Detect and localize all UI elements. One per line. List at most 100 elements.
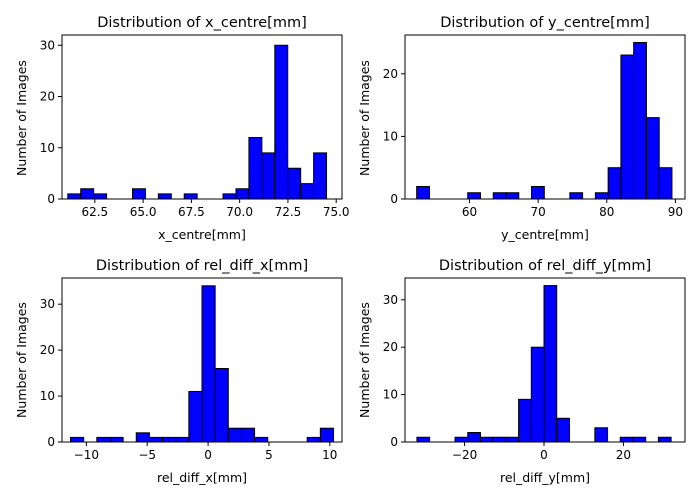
x-tick-label: 75.0 (323, 205, 350, 219)
histogram-bar (569, 192, 584, 200)
histogram-panel-y-centre: Distribution of y_centre[mm] y_centre[mm… (357, 15, 686, 242)
histogram-bar (479, 436, 494, 443)
histogram-bar (492, 436, 507, 443)
y-tick-label: 30 (40, 297, 55, 311)
x-tick-label: −5 (138, 448, 156, 462)
histogram-bar (620, 54, 635, 200)
histogram-bar (248, 137, 263, 200)
histogram-bar (222, 193, 237, 200)
histogram-bar (300, 183, 315, 200)
y-axis-label: Number of Images (357, 60, 372, 176)
histogram-bar (131, 188, 146, 200)
histogram-bar (505, 192, 520, 200)
histogram-bars (416, 285, 672, 443)
panel-title: Distribution of y_centre[mm] (440, 15, 650, 31)
y-tick-label: 20 (383, 67, 398, 81)
panel-title: Distribution of x_centre[mm] (97, 15, 307, 31)
y-axis-label: Number of Images (357, 302, 372, 418)
axes-frame (61, 34, 343, 200)
histogram-bar (201, 285, 216, 443)
x-tick-label: 62.5 (81, 205, 108, 219)
y-tick-label: 30 (40, 38, 55, 52)
y-tick-label: 10 (383, 388, 398, 402)
histogram-bar (658, 167, 673, 200)
histogram-bar (67, 193, 82, 200)
y-axis-label: Number of Images (14, 60, 29, 176)
histogram-bar (467, 192, 481, 200)
histogram-panel-rel-diff-x: Distribution of rel_diff_x[mm] rel_diff_… (14, 258, 343, 485)
histogram-bar (306, 436, 321, 443)
y-tick-label: 20 (40, 343, 55, 357)
x-axis-label: rel_diff_x[mm] (157, 470, 247, 485)
histogram-bars (416, 42, 673, 200)
histogram-bar (93, 193, 108, 200)
histogram-bar (416, 436, 431, 443)
x-tick-label: 0 (204, 448, 212, 462)
y-tick-label: 30 (383, 293, 398, 307)
axes-frame (61, 277, 343, 443)
axes-frame (404, 277, 686, 443)
histogram-bar (261, 152, 276, 200)
histogram-bar (607, 167, 622, 200)
x-tick-label: −20 (452, 448, 477, 462)
y-tick-label: 0 (47, 192, 55, 206)
x-tick-label: 67.5 (178, 205, 205, 219)
x-tick-label: 10 (322, 448, 337, 462)
histogram-bar (416, 185, 430, 200)
histogram-bar (235, 188, 250, 200)
histogram-panel-rel-diff-y: Distribution of rel_diff_y[mm] rel_diff_… (357, 258, 686, 485)
x-tick-label: −10 (74, 448, 99, 462)
histogram-bar (287, 167, 302, 200)
y-tick-label: 0 (47, 435, 55, 449)
histogram-bar (188, 390, 203, 443)
axes-frame (404, 34, 686, 200)
histogram-bar (175, 436, 190, 443)
x-axis-label: rel_diff_y[mm] (500, 470, 590, 485)
histogram-bar (313, 152, 328, 200)
histogram-bar (492, 192, 507, 200)
histogram-bar (556, 417, 570, 443)
y-tick-label: 20 (40, 90, 55, 104)
x-tick-label: 0 (540, 448, 548, 462)
histogram-bar (657, 436, 672, 443)
histogram-bar (183, 193, 198, 200)
histogram-bar (543, 285, 558, 443)
histogram-bar (157, 193, 172, 200)
histogram-bar (227, 427, 242, 443)
x-tick-label: 70 (530, 205, 545, 219)
histogram-bar (274, 44, 289, 200)
y-tick-label: 10 (40, 141, 55, 155)
histogram-bar (162, 436, 177, 443)
histogram-bar (454, 436, 469, 443)
histogram-bar (214, 367, 229, 443)
histogram-bar (148, 436, 164, 443)
histogram-bar (632, 436, 647, 443)
histogram-bar (319, 427, 334, 443)
histogram-bar (254, 436, 269, 443)
x-tick-label: 5 (265, 448, 273, 462)
y-tick-label: 10 (383, 129, 398, 143)
panel-title: Distribution of rel_diff_x[mm] (96, 258, 308, 274)
histogram-bar (240, 427, 256, 443)
y-axis-label: Number of Images (14, 302, 29, 418)
histogram-bar (96, 436, 111, 443)
histogram-bar (594, 427, 609, 443)
histogram-bar (80, 188, 95, 200)
x-tick-label: 70.0 (226, 205, 253, 219)
histogram-panel-x-centre: Distribution of x_centre[mm] x_centre[mm… (14, 15, 350, 242)
y-tick-label: 0 (390, 192, 398, 206)
histogram-bar (109, 436, 124, 443)
x-tick-label: 20 (616, 448, 631, 462)
x-axis-label: y_centre[mm] (501, 227, 589, 242)
histogram-bar (505, 436, 520, 443)
histogram-bars (67, 44, 328, 200)
panel-title: Distribution of rel_diff_y[mm] (439, 258, 651, 274)
y-tick-label: 0 (390, 435, 398, 449)
histogram-bar (467, 432, 481, 443)
x-tick-label: 80 (599, 205, 614, 219)
histogram-bar (518, 398, 532, 443)
x-tick-label: 60 (462, 205, 477, 219)
x-tick-label: 65.0 (130, 205, 157, 219)
